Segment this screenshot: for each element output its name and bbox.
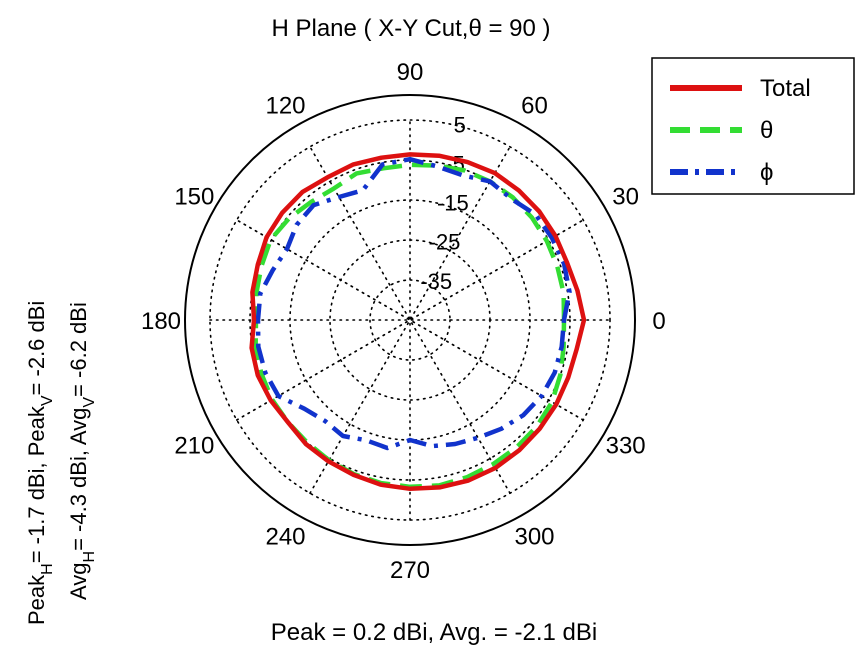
angle-tick-label: 30 — [612, 184, 639, 211]
radial-tick-label: 5 — [454, 112, 466, 137]
grid-spoke-120 — [309, 145, 511, 495]
side-annotation: PeakH= -1.7 dBi, PeakV= -2.6 dBi AvgH= -… — [24, 301, 98, 625]
legend-label-phi: ϕ — [760, 159, 773, 186]
radial-tick-label: -35 — [420, 269, 452, 294]
data-series — [249, 152, 587, 492]
angle-tick-label: 330 — [606, 433, 646, 460]
legend-label-theta: θ — [760, 117, 773, 144]
grid-spoke-150 — [235, 219, 585, 421]
side-annotation-line2: AvgH= -4.3 dBi, AvgV= -6.2 dBi — [66, 302, 98, 600]
grid-spoke-30 — [235, 219, 585, 421]
footer-summary: Peak = 0.2 dBi, Avg. = -2.1 dBi — [271, 619, 597, 646]
chart-title: H Plane ( X-Y Cut,θ = 90 ) — [271, 15, 550, 42]
angle-tick-label: 180 — [141, 308, 181, 335]
radial-tick-labels: -35-25-15-55 — [420, 112, 468, 294]
side-annotation-line1: PeakH= -1.7 dBi, PeakV= -2.6 dBi — [24, 301, 56, 625]
angle-tick-labels: 0 30 60 90 120 150 180 210 240 270 300 330 — [141, 59, 666, 584]
angle-tick-label: 60 — [521, 92, 548, 119]
radial-tick-label: -15 — [437, 191, 469, 216]
angle-tick-label: 120 — [265, 92, 305, 119]
angle-tick-label: 90 — [397, 59, 424, 86]
angle-tick-label: 270 — [390, 557, 430, 584]
radial-tick-label: -25 — [429, 230, 461, 255]
angle-tick-label: 240 — [265, 524, 305, 551]
angle-tick-label: 150 — [174, 184, 214, 211]
angle-tick-label: 210 — [174, 433, 214, 460]
grid-ring-2 — [289, 199, 531, 441]
polar-grid — [209, 119, 611, 521]
series-line-2 — [255, 156, 572, 451]
angle-tick-label: 0 — [652, 308, 665, 335]
legend: Total θ ϕ — [651, 57, 855, 195]
angle-tick-label: 300 — [514, 524, 554, 551]
series-line-0 — [249, 152, 587, 492]
legend-label-total: Total — [760, 75, 811, 102]
polar-outer-circle — [184, 94, 636, 546]
